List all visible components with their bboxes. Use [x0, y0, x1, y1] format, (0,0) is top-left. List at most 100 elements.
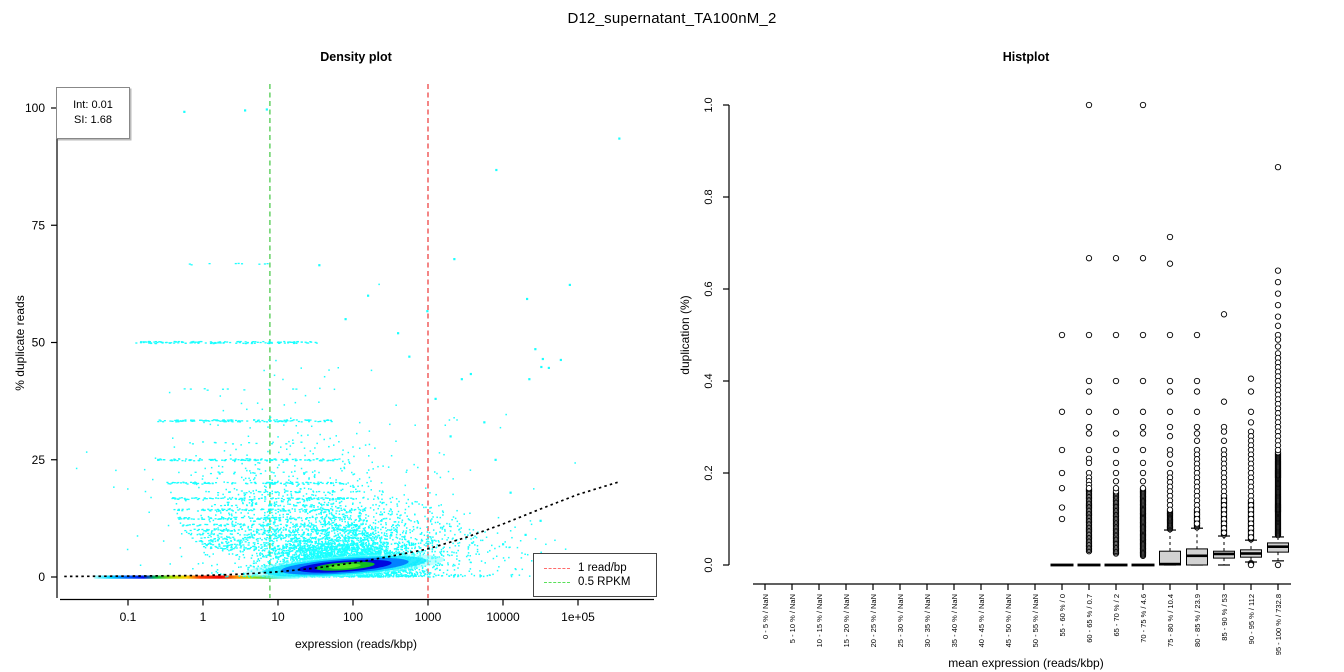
y-tick-label: 0.2: [703, 465, 715, 480]
outlier-point: [1247, 561, 1255, 569]
outlier-point: [1085, 459, 1093, 467]
density-plot-axes: [51, 90, 654, 606]
x-tick-label: 1e+05: [561, 610, 595, 624]
outlier-point: [1085, 388, 1093, 395]
category-tick-label: 30 - 35 % / NaN: [923, 594, 932, 647]
outlier-point: [1274, 446, 1282, 454]
outlier-point: [1247, 408, 1255, 415]
histplot-xaxis-title: mean expression (reads/kbp): [948, 656, 1104, 670]
median-line: [1159, 562, 1181, 566]
density-yaxis-title: % duplicate reads: [13, 295, 27, 391]
category-tick-label: 60 - 65 % / 0.7: [1085, 594, 1094, 643]
category-tick-label: 50 - 55 % / NaN: [1031, 594, 1040, 647]
outlier-point: [1139, 423, 1147, 431]
boxplot-15: [1131, 101, 1155, 567]
outlier-point: [1166, 408, 1174, 415]
y-tick-label: 25: [32, 453, 46, 467]
outlier-point: [1166, 260, 1174, 267]
green-dash-swatch: [544, 581, 570, 583]
outlier-point: [1085, 101, 1093, 109]
outlier-point: [1247, 388, 1255, 395]
histplot-title: Histplot: [1002, 50, 1050, 64]
outlier-point: [1220, 529, 1228, 536]
outlier-point: [1112, 408, 1120, 415]
category-tick-label: 75 - 80 % / 10.4: [1166, 594, 1175, 647]
outlier-point: [1166, 331, 1174, 339]
boxplot-14: [1104, 255, 1128, 567]
outlier-point: [1085, 377, 1093, 385]
x-tick-label: 0.1: [120, 610, 137, 624]
histplot-axes: [723, 104, 1291, 590]
outlier-point: [1085, 255, 1093, 262]
density-stripe: [94, 575, 299, 579]
category-tick-label: 80 - 85 % / 23.9: [1193, 594, 1202, 647]
outlier-point: [1193, 423, 1201, 431]
outlier-point: [1085, 331, 1093, 339]
outlier-point: [1220, 398, 1228, 405]
outlier-point: [1058, 485, 1066, 492]
y-tick-label: 50: [32, 336, 46, 350]
boxplot-13: [1077, 101, 1101, 567]
y-tick-label: 0: [38, 570, 45, 584]
legend-row-read-bp: 1 read/bp: [544, 562, 656, 574]
category-tick-label: 45 - 50 % / NaN: [1004, 594, 1013, 647]
category-tick-label: 35 - 40 % / NaN: [950, 594, 959, 647]
stats-annotation-box: Int: 0.01 SI: 1.68: [56, 87, 130, 139]
outlier-point: [1112, 377, 1120, 385]
outlier-point: [1247, 375, 1255, 382]
boxplot-20: [1267, 163, 1289, 569]
density-plot-title: Density plot: [320, 50, 392, 64]
median-line: [1213, 552, 1235, 556]
outlier-point: [1166, 423, 1174, 431]
outlier-point: [1193, 437, 1201, 444]
category-tick-label: 5 - 10 % / NaN: [788, 594, 797, 643]
outlier-point: [1058, 446, 1066, 454]
outlier-point: [1166, 460, 1174, 467]
category-tick-label: 20 - 25 % / NaN: [869, 594, 878, 647]
outlier-point: [1193, 520, 1201, 527]
legend-label-rpkm: 0.5 RPKM: [578, 576, 631, 588]
outlier-point: [1193, 377, 1201, 385]
outlier-point: [1247, 419, 1255, 426]
boxplots: [1050, 101, 1289, 569]
outlier-point: [1139, 331, 1147, 339]
boxplot-19: [1240, 375, 1262, 569]
outlier-point: [1139, 255, 1147, 262]
category-tick-label: 25 - 30 % / NaN: [896, 594, 905, 647]
outlier-point: [1166, 377, 1174, 385]
outlier-point: [1193, 430, 1201, 437]
x-tick-label: 1: [200, 610, 207, 624]
outlier-point: [1112, 331, 1120, 339]
outlier-point: [1139, 377, 1147, 385]
outlier-point: [1220, 428, 1228, 435]
outlier-point: [1085, 423, 1093, 431]
category-tick-label: 0 - 5 % / NaN: [761, 594, 770, 639]
y-tick-label: 0.4: [703, 373, 715, 388]
outlier-point: [1085, 430, 1093, 437]
outlier-point: [1274, 322, 1282, 329]
outlier-point: [1058, 504, 1066, 511]
y-tick-label: 0.8: [703, 189, 715, 204]
category-tick-label: 10 - 15 % / NaN: [815, 594, 824, 647]
outlier-point: [1274, 343, 1282, 350]
boxplot-12: [1050, 331, 1074, 567]
outlier-point: [1139, 430, 1147, 437]
y-tick-label: 100: [25, 101, 45, 115]
boxplot-17: [1186, 331, 1208, 566]
outlier-point: [1220, 437, 1228, 444]
median-line: [1131, 563, 1155, 567]
outlier-point: [1274, 267, 1282, 274]
legend-row-rpkm: 0.5 RPKM: [544, 576, 656, 588]
y-tick-label: 0.0: [703, 557, 715, 572]
outlier-point: [1247, 534, 1255, 541]
density-xaxis-title: expression (reads/kbp): [294, 637, 418, 651]
outlier-point: [1166, 451, 1174, 458]
median-line: [1050, 563, 1074, 567]
outlier-point: [1112, 478, 1120, 485]
histplot-tick-labels: 0.0 0.2 0.4 0.6 0.8 1.0 0 - 5 % / NaN 5 - 10 % …: [703, 97, 1283, 655]
category-tick-label: 65 - 70 % / 2: [1112, 594, 1121, 637]
category-tick-label: 70 - 75 % / 4.6: [1139, 594, 1148, 643]
refline-legend: 1 read/bp 0.5 RPKM: [533, 553, 657, 597]
outlier-point: [1193, 388, 1201, 395]
